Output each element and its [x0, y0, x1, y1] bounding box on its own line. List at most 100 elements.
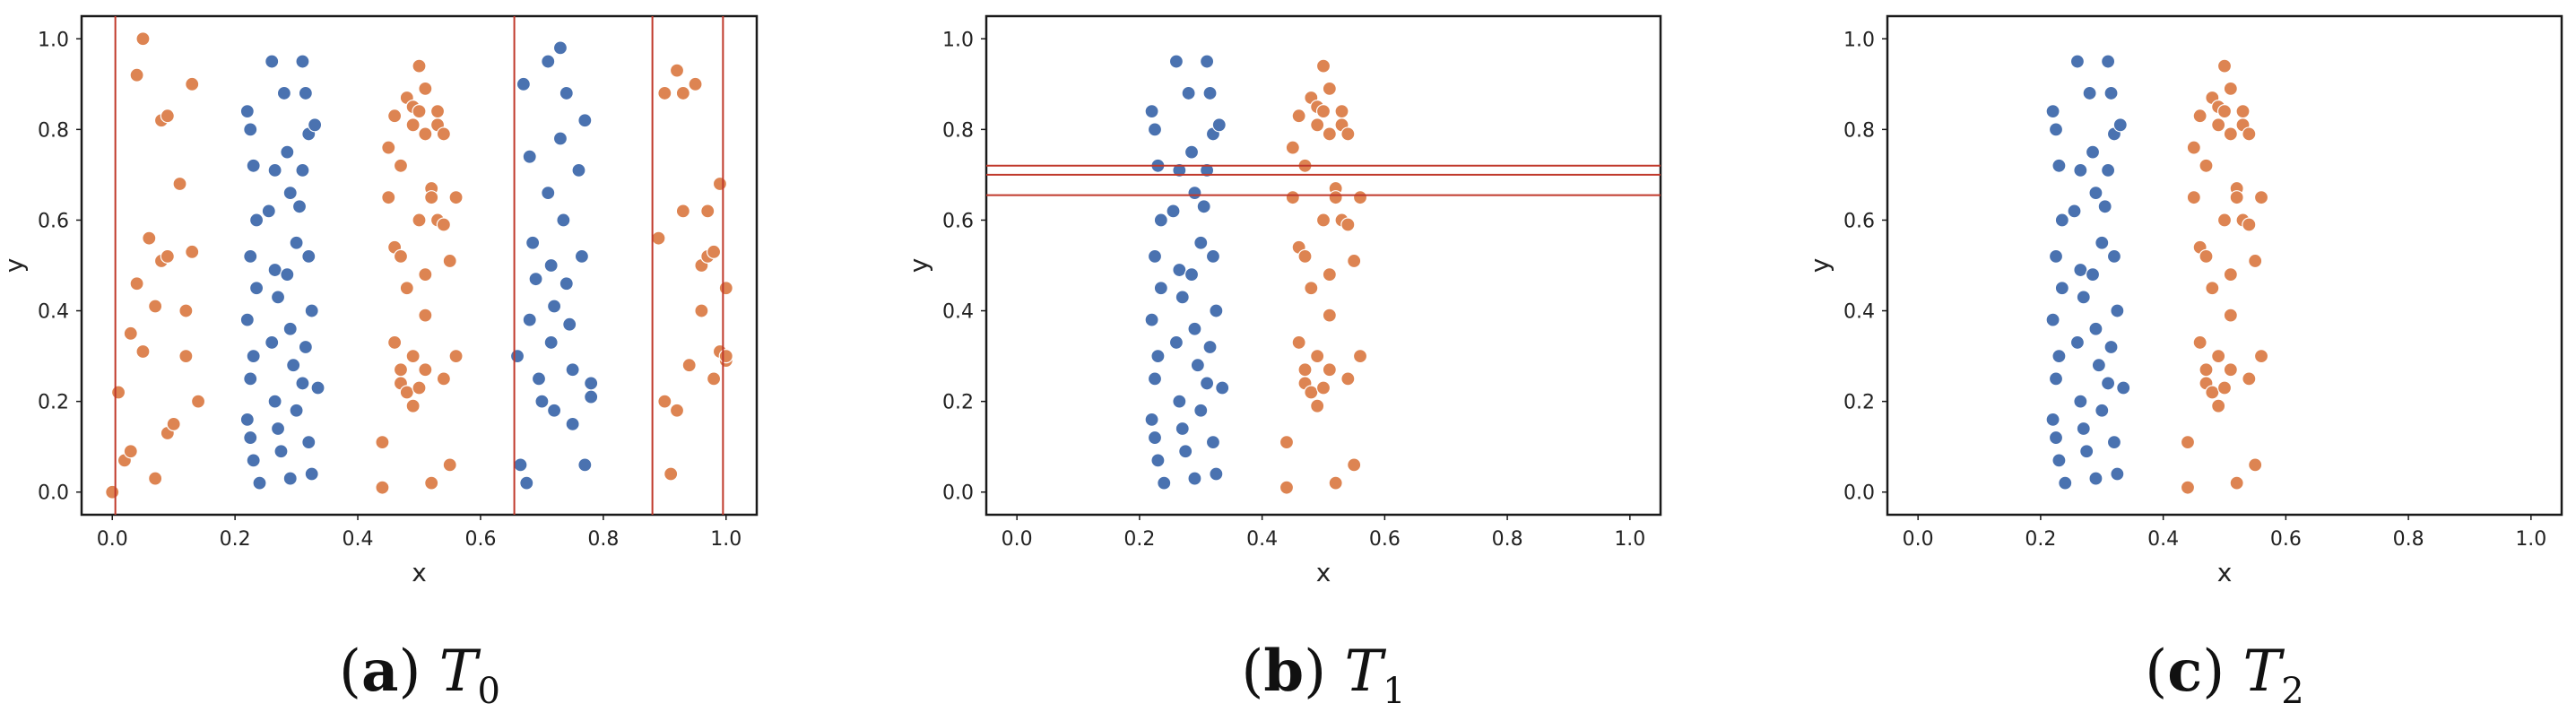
- class-orange-point: [1340, 217, 1356, 232]
- class-orange-point: [148, 299, 163, 314]
- class-orange-point: [424, 190, 439, 205]
- class-orange-point: [675, 204, 690, 219]
- class-orange-point: [1297, 248, 1313, 264]
- class-orange-point: [2205, 281, 2220, 296]
- class-orange-point: [185, 76, 200, 91]
- class-blue-point: [574, 248, 590, 264]
- y-tick-label: 1.0: [942, 29, 974, 51]
- class-blue-point: [270, 290, 286, 305]
- class-blue-point: [519, 475, 534, 491]
- class-blue-point: [267, 394, 282, 409]
- class-orange-point: [436, 126, 451, 142]
- class-blue-point: [265, 334, 280, 351]
- class-orange-point: [1322, 126, 1337, 142]
- class-blue-point: [2110, 466, 2125, 482]
- class-blue-point: [577, 113, 593, 128]
- class-blue-point: [543, 334, 559, 351]
- class-blue-point: [2048, 122, 2064, 137]
- y-axis-label: y: [0, 258, 29, 274]
- class-orange-point: [1279, 435, 1295, 450]
- y-tick-label: 0.0: [1843, 482, 1875, 505]
- class-orange-point: [1322, 81, 1337, 96]
- caption-subscript: 2: [2281, 671, 2303, 712]
- class-orange-point: [2223, 126, 2238, 142]
- class-blue-point: [2088, 471, 2103, 486]
- class-orange-point: [172, 176, 187, 192]
- class-orange-point: [1347, 253, 1362, 269]
- class-blue-point: [541, 54, 556, 69]
- class-blue-point: [2073, 262, 2088, 278]
- x-tick-label: 0.4: [343, 528, 374, 551]
- class-orange-point: [399, 385, 414, 400]
- x-tick-label: 1.0: [710, 528, 742, 551]
- class-orange-point: [2235, 104, 2251, 119]
- scatter-points: [1144, 54, 1368, 495]
- class-blue-point: [2058, 475, 2073, 491]
- class-orange-point: [2199, 362, 2214, 378]
- class-blue-point: [2095, 403, 2110, 418]
- class-orange-point: [2216, 213, 2233, 228]
- class-blue-point: [1209, 303, 1224, 318]
- class-orange-point: [123, 444, 138, 459]
- caption-letter: b: [1263, 638, 1304, 705]
- class-orange-point: [190, 394, 206, 409]
- class-orange-point: [381, 140, 396, 155]
- class-orange-point: [148, 471, 163, 486]
- class-orange-point: [700, 204, 716, 219]
- class-blue-point: [546, 299, 562, 314]
- class-blue-point: [295, 162, 310, 178]
- class-orange-point: [2211, 398, 2226, 413]
- caption-subscript: 1: [1383, 671, 1405, 712]
- class-blue-point: [1215, 380, 1230, 395]
- class-blue-point: [1205, 248, 1221, 264]
- class-blue-point: [1144, 104, 1159, 119]
- class-orange-point: [681, 358, 697, 373]
- class-orange-point: [712, 176, 728, 192]
- class-blue-point: [1187, 471, 1202, 486]
- axes-frame: [80, 14, 759, 517]
- class-blue-point: [2085, 144, 2101, 160]
- panel-b: 0.0 0.2 0.4 0.6 0.8 1.0 0.0 0.2 0.4 0.6 0.8 1.0 x y (b…: [904, 14, 1662, 712]
- class-blue-point: [261, 204, 276, 219]
- y-tick-label: 0.4: [942, 301, 974, 324]
- class-orange-point: [2186, 190, 2201, 205]
- class-orange-point: [1340, 371, 1356, 387]
- class-blue-point: [2095, 235, 2110, 250]
- class-orange-point: [1291, 109, 1306, 124]
- caption-variable: T: [439, 638, 481, 705]
- class-blue-point: [243, 248, 258, 264]
- class-orange-point: [2253, 190, 2269, 205]
- class-blue-point: [2085, 267, 2101, 282]
- caption-paren-close: ): [398, 638, 438, 705]
- class-blue-point: [565, 362, 580, 378]
- class-blue-point: [282, 471, 298, 486]
- class-orange-point: [448, 190, 464, 205]
- class-blue-point: [1181, 85, 1196, 101]
- class-blue-point: [243, 371, 258, 387]
- class-orange-point: [160, 248, 175, 264]
- y-tick-label: 0.8: [942, 119, 974, 142]
- class-blue-point: [2054, 213, 2069, 228]
- class-blue-point: [1157, 475, 1172, 491]
- class-orange-point: [2223, 267, 2238, 282]
- class-blue-point: [1200, 162, 1215, 178]
- y-axis-label: y: [904, 258, 933, 274]
- class-blue-point: [2051, 158, 2067, 173]
- class-blue-point: [1175, 290, 1190, 305]
- class-blue-point: [546, 403, 562, 418]
- class-blue-point: [286, 358, 301, 373]
- class-orange-point: [2223, 362, 2238, 378]
- y-tick-label: 0.0: [942, 482, 974, 505]
- caption-paren-close: ): [2202, 638, 2242, 705]
- x-tick-label: 0.8: [1492, 528, 1523, 551]
- class-orange-point: [2211, 348, 2226, 364]
- class-orange-point: [418, 81, 433, 96]
- class-orange-point: [399, 281, 414, 296]
- class-orange-point: [2248, 253, 2263, 269]
- class-blue-point: [248, 213, 265, 228]
- y-tick-label: 0.2: [1843, 392, 1875, 414]
- class-blue-point: [1209, 466, 1224, 482]
- class-blue-point: [552, 40, 568, 56]
- class-blue-point: [1150, 348, 1166, 364]
- x-tick-label: 0.6: [2270, 528, 2302, 551]
